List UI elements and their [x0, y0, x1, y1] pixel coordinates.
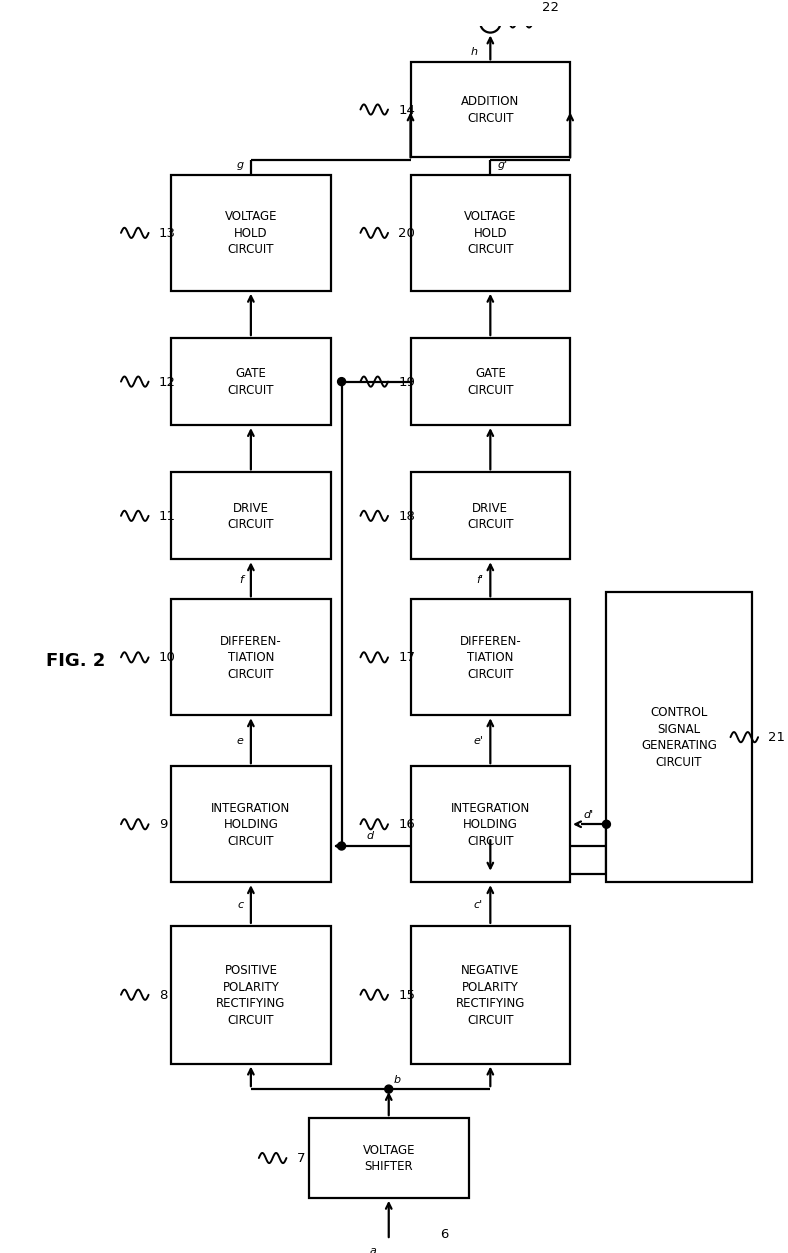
Circle shape: [385, 1085, 392, 1093]
Bar: [606, 593, 751, 882]
Bar: [410, 338, 570, 426]
Text: 18: 18: [398, 510, 414, 523]
Bar: [410, 767, 570, 882]
Bar: [410, 926, 570, 1064]
Text: h: h: [470, 48, 478, 58]
Text: f: f: [240, 575, 243, 585]
Text: INTEGRATION
HOLDING
CIRCUIT: INTEGRATION HOLDING CIRCUIT: [450, 802, 530, 847]
Text: g: g: [236, 160, 243, 170]
Text: 13: 13: [158, 227, 176, 239]
Text: ADDITION
CIRCUIT: ADDITION CIRCUIT: [461, 95, 519, 125]
Text: 8: 8: [158, 989, 167, 1001]
Text: c': c': [474, 900, 482, 910]
Bar: [410, 600, 570, 715]
Text: FIG. 2: FIG. 2: [46, 652, 106, 670]
Text: 9: 9: [158, 818, 167, 831]
Text: POSITIVE
POLARITY
RECTIFYING
CIRCUIT: POSITIVE POLARITY RECTIFYING CIRCUIT: [216, 964, 285, 1026]
Bar: [410, 175, 570, 292]
Text: f': f': [476, 575, 482, 585]
Text: d': d': [582, 809, 593, 819]
Text: CONTROL
SIGNAL
GENERATING
CIRCUIT: CONTROL SIGNAL GENERATING CIRCUIT: [641, 707, 716, 768]
Text: INTEGRATION
HOLDING
CIRCUIT: INTEGRATION HOLDING CIRCUIT: [211, 802, 290, 847]
Text: 6: 6: [440, 1228, 448, 1240]
Text: NEGATIVE
POLARITY
RECTIFYING
CIRCUIT: NEGATIVE POLARITY RECTIFYING CIRCUIT: [455, 964, 524, 1026]
Text: GATE
CIRCUIT: GATE CIRCUIT: [466, 367, 513, 397]
Text: DIFFEREN-
TIATION
CIRCUIT: DIFFEREN- TIATION CIRCUIT: [220, 634, 281, 680]
Text: b: b: [393, 1075, 400, 1085]
Text: DRIVE
CIRCUIT: DRIVE CIRCUIT: [228, 501, 273, 531]
Bar: [171, 767, 330, 882]
Circle shape: [378, 1240, 399, 1253]
Text: GATE
CIRCUIT: GATE CIRCUIT: [228, 367, 273, 397]
Text: 21: 21: [768, 730, 784, 744]
Text: 12: 12: [158, 376, 176, 388]
Bar: [171, 338, 330, 426]
Text: g': g': [497, 160, 507, 170]
Text: e: e: [236, 736, 243, 746]
Bar: [171, 175, 330, 292]
Text: VOLTAGE
HOLD
CIRCUIT: VOLTAGE HOLD CIRCUIT: [225, 211, 277, 257]
Text: c: c: [237, 900, 243, 910]
Text: 10: 10: [158, 652, 176, 664]
Bar: [309, 1118, 468, 1198]
Circle shape: [337, 378, 345, 386]
Text: 14: 14: [398, 104, 414, 117]
Bar: [410, 472, 570, 560]
Text: 17: 17: [398, 652, 414, 664]
Bar: [171, 600, 330, 715]
Text: a: a: [369, 1245, 376, 1253]
Text: VOLTAGE
HOLD
CIRCUIT: VOLTAGE HOLD CIRCUIT: [463, 211, 516, 257]
Text: 19: 19: [398, 376, 414, 388]
Text: e': e': [473, 736, 482, 746]
Bar: [410, 63, 570, 157]
Text: 22: 22: [541, 0, 558, 14]
Bar: [171, 472, 330, 560]
Text: 11: 11: [158, 510, 176, 523]
Text: 15: 15: [398, 989, 414, 1001]
Text: 20: 20: [398, 227, 414, 239]
Text: VOLTAGE
SHIFTER: VOLTAGE SHIFTER: [362, 1143, 414, 1173]
Bar: [171, 926, 330, 1064]
Text: DRIVE
CIRCUIT: DRIVE CIRCUIT: [466, 501, 513, 531]
Circle shape: [602, 821, 610, 828]
Circle shape: [337, 842, 345, 851]
Circle shape: [480, 13, 500, 33]
Text: 16: 16: [398, 818, 414, 831]
Text: d: d: [366, 831, 374, 841]
Text: 7: 7: [296, 1152, 305, 1164]
Text: DIFFEREN-
TIATION
CIRCUIT: DIFFEREN- TIATION CIRCUIT: [459, 634, 521, 680]
